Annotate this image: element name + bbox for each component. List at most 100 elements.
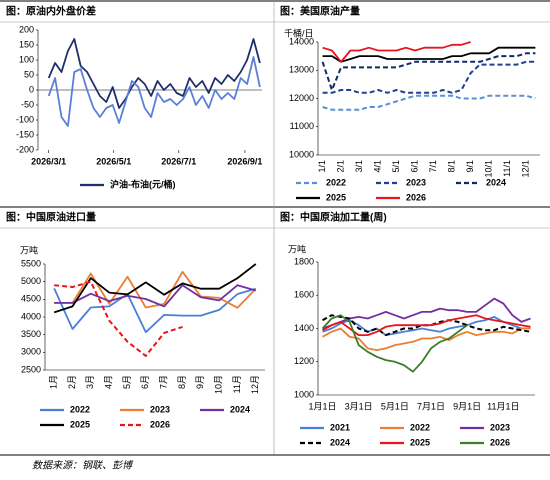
x-tick-label: 2026/7/1 bbox=[161, 156, 196, 166]
y-tick-label: 150 bbox=[19, 39, 34, 49]
y-tick-label: 3000 bbox=[21, 347, 41, 357]
legend-label: 2023 bbox=[490, 422, 510, 432]
x-tick-label: 6月 bbox=[140, 375, 150, 389]
series-line bbox=[322, 316, 531, 336]
y-tick-label: 13000 bbox=[289, 65, 314, 75]
source-note: 数据来源：钢联、彭博 bbox=[32, 460, 134, 472]
chart-title: 图：中国原油进口量 bbox=[6, 211, 96, 224]
x-tick-label: 3月1日 bbox=[345, 401, 373, 411]
x-tick-label: 11月1日 bbox=[487, 401, 519, 411]
legend-label: 2022 bbox=[70, 404, 90, 414]
y-tick-label: 4500 bbox=[21, 294, 41, 304]
series-line bbox=[322, 314, 531, 336]
y-axis-unit: 万吨 bbox=[288, 243, 306, 254]
y-tick-label: 1600 bbox=[294, 290, 314, 300]
x-tick-label: 12月 bbox=[250, 375, 260, 394]
y-tick-label: 10000 bbox=[289, 149, 314, 159]
x-tick-label: 2月 bbox=[67, 375, 77, 389]
x-tick-label: 7月 bbox=[159, 375, 169, 389]
x-tick-label: 9月 bbox=[195, 375, 205, 389]
y-tick-label: 3500 bbox=[21, 329, 41, 339]
x-tick-label: 1月1日 bbox=[309, 401, 337, 411]
x-tick-label: 11月 bbox=[232, 375, 242, 393]
y-tick-label: 1200 bbox=[294, 356, 314, 366]
legend-label: 2023 bbox=[406, 177, 426, 187]
y-tick-label: 1000 bbox=[294, 389, 314, 399]
legend-label: 2025 bbox=[326, 192, 346, 202]
x-tick-label: 9/1 bbox=[465, 160, 475, 173]
y-tick-label: 1800 bbox=[294, 256, 314, 266]
x-tick-label: 1/1 bbox=[317, 160, 327, 173]
y-tick-label: -50 bbox=[21, 99, 34, 109]
legend-label: 2021 bbox=[330, 422, 350, 432]
legend-label: 2022 bbox=[410, 422, 430, 432]
y-tick-label: 5000 bbox=[21, 276, 41, 286]
series-line bbox=[47, 56, 261, 127]
chart-title: 图：美国原油产量 bbox=[280, 5, 360, 18]
legend-label: 2026 bbox=[406, 192, 426, 202]
x-tick-label: 5月 bbox=[122, 375, 132, 389]
y-tick-label: 5500 bbox=[21, 258, 41, 268]
y-tick-label: 11000 bbox=[290, 121, 314, 131]
y-axis-unit: 万吨 bbox=[20, 244, 38, 255]
series-line bbox=[53, 287, 257, 334]
series-line bbox=[54, 270, 257, 309]
legend-label: 2025 bbox=[410, 437, 430, 447]
y-tick-label: 100 bbox=[19, 54, 34, 64]
x-tick-label: 9月1日 bbox=[453, 401, 481, 411]
y-tick-label: 1400 bbox=[294, 323, 314, 333]
series-line bbox=[54, 280, 183, 357]
y-tick-label: 14000 bbox=[289, 36, 314, 46]
y-tick-label: 2500 bbox=[21, 364, 41, 374]
y-tick-label: 12000 bbox=[289, 93, 314, 103]
legend-label: 2025 bbox=[70, 419, 90, 429]
y-tick-label: 50 bbox=[24, 69, 34, 79]
y-tick-label: -150 bbox=[16, 129, 34, 139]
x-tick-label: 2026/5/1 bbox=[96, 156, 131, 166]
x-tick-label: 11/1 bbox=[502, 160, 512, 177]
x-tick-label: 2/1 bbox=[336, 160, 346, 173]
x-tick-label: 7/1 bbox=[428, 160, 438, 173]
chart-title: 图：原油内外盘价差 bbox=[6, 5, 96, 18]
series-line bbox=[47, 38, 261, 109]
legend-label: 沪油-布油(元/桶) bbox=[110, 178, 176, 189]
y-tick-label: -200 bbox=[16, 144, 34, 154]
x-tick-label: 7月1日 bbox=[417, 401, 445, 411]
y-tick-label: 4000 bbox=[21, 311, 41, 321]
y-tick-label: -100 bbox=[16, 114, 34, 124]
series-line bbox=[322, 327, 531, 351]
x-tick-label: 10月 bbox=[214, 375, 224, 394]
y-tick-label: 0 bbox=[29, 84, 34, 94]
x-tick-label: 3月 bbox=[85, 375, 95, 389]
series-line bbox=[322, 297, 531, 330]
series-line bbox=[322, 46, 536, 63]
x-tick-label: 2026/3/1 bbox=[31, 156, 66, 166]
x-tick-label: 8月 bbox=[177, 375, 187, 389]
x-tick-label: 5/1 bbox=[391, 160, 401, 173]
x-tick-label: 5月1日 bbox=[381, 401, 409, 411]
legend-label: 2024 bbox=[230, 404, 250, 414]
x-tick-label: 2026/9/1 bbox=[227, 156, 262, 166]
series-line bbox=[54, 284, 257, 308]
legend-label: 2024 bbox=[330, 437, 350, 447]
x-tick-label: 12/1 bbox=[521, 160, 531, 178]
x-tick-label: 1月 bbox=[49, 375, 59, 389]
x-tick-label: 6/1 bbox=[410, 160, 420, 173]
series-line bbox=[322, 41, 471, 63]
legend-label: 2026 bbox=[490, 437, 510, 447]
series-line bbox=[321, 314, 468, 373]
y-axis-unit: 千桶/日 bbox=[284, 27, 314, 38]
legend-label: 2023 bbox=[150, 404, 170, 414]
x-tick-label: 4/1 bbox=[373, 160, 383, 173]
series-line bbox=[322, 60, 536, 94]
legend-label: 2024 bbox=[486, 177, 506, 187]
series-line bbox=[322, 94, 536, 111]
x-tick-label: 4月 bbox=[104, 375, 114, 389]
x-tick-label: 8/1 bbox=[447, 160, 457, 173]
chart-title: 图：中国原油加工量(周) bbox=[280, 211, 387, 224]
legend-label: 2022 bbox=[326, 177, 346, 187]
legend-label: 2026 bbox=[150, 419, 170, 429]
y-tick-label: 200 bbox=[19, 24, 34, 34]
x-tick-label: 3/1 bbox=[354, 160, 364, 173]
x-tick-label: 10/1 bbox=[484, 160, 494, 178]
